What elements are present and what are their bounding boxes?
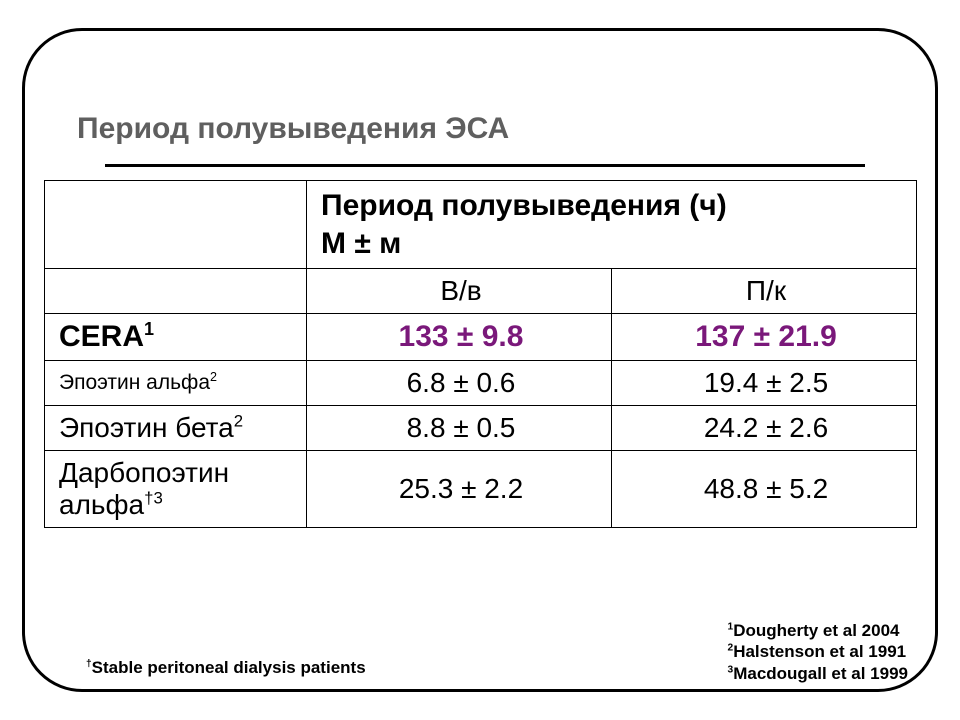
table-row: Дарбопоэтин альфа†325.3 ± 2.248.8 ± 5.2 [45, 451, 917, 528]
drug-name: CERA [59, 320, 144, 353]
slide-title: Период полувыведения ЭСА [77, 112, 509, 146]
slide: Период полувыведения ЭСА Период полувыве… [0, 0, 960, 720]
references: 1Dougherty et al 20042Halstenson et al 1… [728, 620, 908, 684]
drug-sup: 2 [210, 370, 217, 384]
header-main-line2: M ± м [321, 227, 401, 260]
table-subheader-row: В/в П/к [45, 269, 917, 314]
reference-line: 2Halstenson et al 1991 [728, 641, 908, 662]
halflife-table: Период полувыведения (ч) M ± м В/в П/к C… [44, 180, 917, 528]
sc-value-cell: 137 ± 21.9 [612, 314, 917, 361]
reference-text: Macdougall et al 1999 [733, 664, 908, 683]
header-main-cell: Период полувыведения (ч) M ± м [307, 181, 917, 269]
drug-name-cell: Эпоэтин альфа2 [45, 361, 307, 406]
footnote-left-text: Stable peritoneal dialysis patients [92, 658, 366, 677]
iv-value-cell: 133 ± 9.8 [307, 314, 612, 361]
iv-value-cell: 6.8 ± 0.6 [307, 361, 612, 406]
title-underline [105, 164, 865, 167]
subheader-empty-cell [45, 269, 307, 314]
drug-name-cell: Эпоэтин бета2 [45, 406, 307, 451]
reference-text: Halstenson et al 1991 [733, 642, 906, 661]
sc-value-cell: 24.2 ± 2.6 [612, 406, 917, 451]
table-row: CERA1133 ± 9.8137 ± 21.9 [45, 314, 917, 361]
drug-name: Эпоэтин бета [59, 412, 234, 443]
subheader-iv: В/в [307, 269, 612, 314]
sc-value-cell: 19.4 ± 2.5 [612, 361, 917, 406]
iv-value-cell: 8.8 ± 0.5 [307, 406, 612, 451]
header-empty-cell [45, 181, 307, 269]
footnote-left: †Stable peritoneal dialysis patients [86, 658, 366, 678]
reference-text: Dougherty et al 2004 [733, 621, 899, 640]
drug-name-cell: CERA1 [45, 314, 307, 361]
table-row: Эпоэтин альфа26.8 ± 0.619.4 ± 2.5 [45, 361, 917, 406]
drug-sup: 1 [144, 319, 154, 339]
drug-name-cell: Дарбопоэтин альфа†3 [45, 451, 307, 528]
table-row: Эпоэтин бета28.8 ± 0.524.2 ± 2.6 [45, 406, 917, 451]
reference-line: 3Macdougall et al 1999 [728, 663, 908, 684]
drug-sup: †3 [144, 489, 163, 508]
header-main-line1: Период полувыведения (ч) [321, 189, 727, 222]
iv-value-cell: 25.3 ± 2.2 [307, 451, 612, 528]
table-header-row: Период полувыведения (ч) M ± м [45, 181, 917, 269]
sc-value-cell: 48.8 ± 5.2 [612, 451, 917, 528]
subheader-sc: П/к [612, 269, 917, 314]
reference-line: 1Dougherty et al 2004 [728, 620, 908, 641]
drug-name: Эпоэтин альфа [59, 371, 210, 394]
drug-sup: 2 [234, 412, 243, 431]
